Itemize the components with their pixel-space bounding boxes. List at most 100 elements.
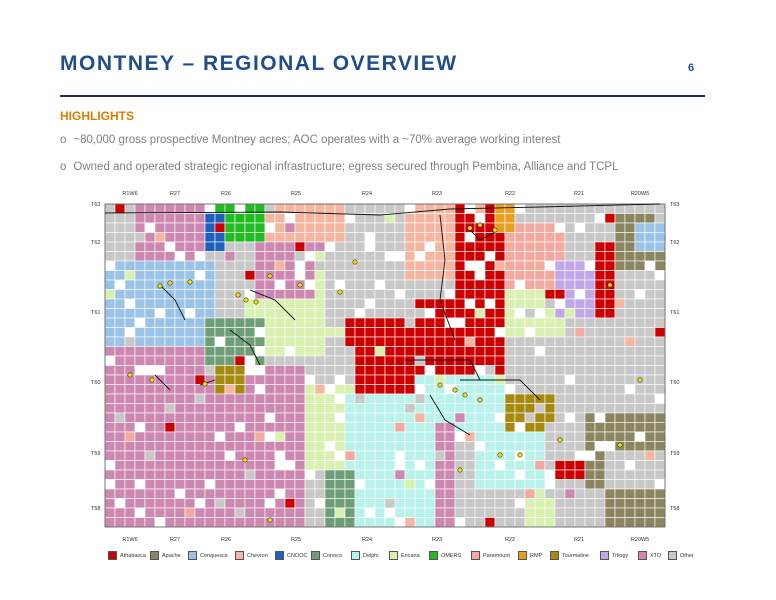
land-parcel [134,222,146,233]
land-parcel [504,488,516,499]
land-parcel [134,412,146,423]
land-parcel [404,241,416,252]
land-parcel [624,203,636,214]
land-parcel [174,289,186,300]
land-parcel [264,498,276,509]
land-parcel [634,289,646,300]
land-parcel [414,279,426,290]
land-parcel [244,241,256,252]
land-parcel [494,260,506,271]
land-parcel [214,517,226,528]
land-parcel [314,279,326,290]
land-parcel [124,232,136,243]
land-parcel [524,393,536,404]
land-parcel [504,441,516,452]
land-parcel [314,251,326,262]
map-grid-label: R23 [432,191,442,197]
land-parcel [274,251,286,262]
land-parcel [334,422,346,433]
land-parcel [554,298,566,309]
land-parcel [114,346,126,357]
land-parcel [584,488,596,499]
land-parcel [214,317,226,328]
land-parcel [544,422,556,433]
land-parcel [164,498,176,509]
land-parcel [654,317,666,328]
land-parcel [364,222,376,233]
land-parcel [554,374,566,385]
land-parcel [144,336,156,347]
land-parcel [574,441,586,452]
land-parcel [334,517,346,528]
land-parcel [634,279,646,290]
land-parcel [114,308,126,319]
land-parcel [114,365,126,376]
land-parcel [644,384,656,395]
land-parcel [314,203,326,214]
land-parcel [104,232,116,243]
land-parcel [574,412,586,423]
land-parcel [364,431,376,442]
land-parcel [304,308,316,319]
land-parcel [574,279,586,290]
land-parcel [584,270,596,281]
land-parcel [444,279,456,290]
land-parcel [494,232,506,243]
land-parcel [354,365,366,376]
land-parcel [424,441,436,452]
land-parcel [174,251,186,262]
land-parcel [434,460,446,471]
land-parcel [154,517,166,528]
land-parcel [284,279,296,290]
land-parcel [374,251,386,262]
land-parcel [204,327,216,338]
land-parcel [134,279,146,290]
land-parcel [494,498,506,509]
land-parcel [134,479,146,490]
land-parcel [254,213,266,224]
bullet-marker: o [60,134,67,146]
land-parcel [504,317,516,328]
land-parcel [124,213,136,224]
land-parcel [464,441,476,452]
land-parcel [514,403,526,414]
land-parcel [484,469,496,480]
land-parcel [134,232,146,243]
land-parcel [214,336,226,347]
land-parcel [574,365,586,376]
land-parcel [284,251,296,262]
land-parcel [454,327,466,338]
land-parcel [604,393,616,404]
land-parcel [474,517,486,528]
land-parcel [434,469,446,480]
map-grid-label: R20W5 [631,537,649,543]
land-parcel [114,431,126,442]
land-parcel [374,222,386,233]
land-parcel [584,507,596,518]
land-parcel [164,431,176,442]
land-parcel [564,241,576,252]
land-parcel [394,460,406,471]
land-parcel [284,460,296,471]
land-parcel [614,289,626,300]
land-parcel [404,517,416,528]
land-parcel [284,431,296,442]
land-parcel [224,517,236,528]
land-parcel [234,213,246,224]
land-parcel [584,431,596,442]
land-parcel [424,517,436,528]
land-parcel [634,450,646,461]
land-parcel [584,355,596,366]
land-parcel [554,517,566,528]
land-parcel [584,412,596,423]
land-parcel [194,298,206,309]
land-parcel [624,517,636,528]
land-parcel [434,327,446,338]
land-parcel [634,336,646,347]
land-parcel [264,431,276,442]
land-parcel [594,517,606,528]
land-parcel [124,279,136,290]
land-parcel [194,441,206,452]
land-parcel [454,346,466,357]
land-parcel [564,251,576,262]
